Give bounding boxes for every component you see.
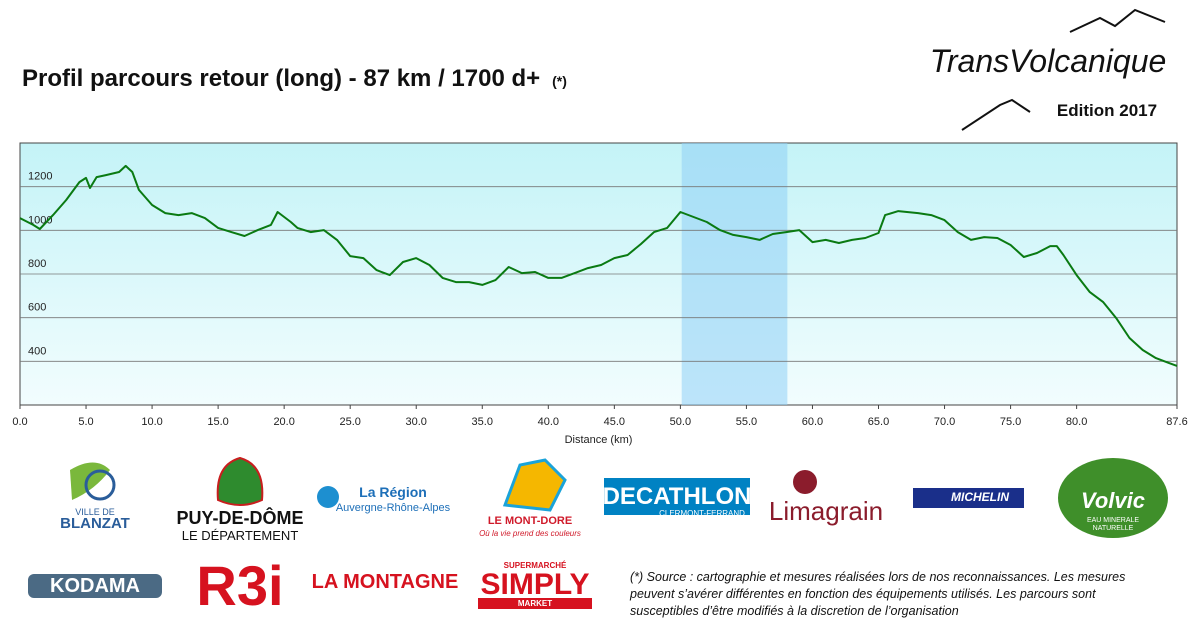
- x-tick-label: 75.0: [1000, 416, 1021, 428]
- x-tick-label: 55.0: [736, 416, 757, 428]
- sponsor-name: PUY-DE-DÔME: [176, 507, 303, 528]
- sponsor-name: Où la vie prend des couleurs: [479, 529, 581, 538]
- logo-shape: [317, 486, 339, 508]
- brand-mountain: [1069, 8, 1166, 33]
- x-tick-label: 87.6: [1166, 416, 1187, 428]
- sponsor-name: La Région: [359, 484, 427, 500]
- x-tick-label: 45.0: [604, 416, 625, 428]
- sponsor-name: SIMPLY: [481, 568, 590, 601]
- x-tick-label: 40.0: [538, 416, 559, 428]
- x-tick-label: 25.0: [339, 416, 360, 428]
- note-marker: (*): [552, 73, 567, 89]
- sponsor-name: Volvic: [1081, 488, 1145, 513]
- x-tick-label: 35.0: [472, 416, 493, 428]
- sponsor-name: Auvergne-Rhône-Alpes: [336, 502, 451, 514]
- sponsor-name: MARKET: [518, 599, 552, 608]
- logo-shape: [1058, 458, 1168, 538]
- logo-shape: [28, 574, 162, 598]
- logo-shape: [84, 469, 116, 501]
- sponsor-name: VILLE DE: [75, 507, 115, 517]
- brand-mountain: [961, 98, 1031, 131]
- sponsor-name: LE DÉPARTEMENT: [182, 528, 299, 543]
- sponsor-name: LA MONTAGNE: [312, 571, 459, 593]
- x-tick-label: 5.0: [78, 416, 93, 428]
- x-tick-label: 70.0: [934, 416, 955, 428]
- logo-shape: [473, 561, 597, 571]
- logo-shape: [216, 456, 264, 506]
- x-axis-label: Distance (km): [565, 434, 633, 446]
- sponsor-name: EAU MINERALE: [1087, 517, 1139, 524]
- x-tick-label: 50.0: [670, 416, 691, 428]
- sponsor-name: R3i: [196, 554, 283, 617]
- logo-shape: [793, 470, 817, 494]
- x-tick-label: 30.0: [406, 416, 427, 428]
- sponsor-name: SUPERMARCHÉ: [504, 561, 567, 570]
- sponsor-name: Limagrain: [769, 496, 883, 526]
- x-tick-label: 65.0: [868, 416, 889, 428]
- sponsor-name: NATURELLE: [1093, 525, 1134, 532]
- footnote: (*) Source : cartographie et mesures réa…: [629, 570, 1125, 618]
- y-tick-label: 1200: [28, 171, 52, 183]
- y-tick-label: 400: [28, 345, 46, 357]
- edition: Edition 2017: [1057, 101, 1157, 120]
- x-tick-label: 0.0: [12, 416, 27, 428]
- y-tick-label: 800: [28, 258, 46, 270]
- title: Profil parcours retour (long) - 87 km / …: [22, 65, 540, 92]
- brand: TransVolcanique: [930, 43, 1167, 79]
- footnote-line: peuvent s’avérer différentes en fonction…: [629, 587, 1096, 601]
- elevation-line: [19, 164, 1178, 367]
- sponsor-name: LE MONT-DORE: [488, 515, 572, 527]
- sponsor-name: BLANZAT: [60, 515, 130, 532]
- sponsor-name: DECATHLON: [603, 483, 752, 510]
- x-tick-label: 10.0: [141, 416, 162, 428]
- x-tick-label: 20.0: [273, 416, 294, 428]
- footnote-line: susceptibles d’être modifiés à la discre…: [630, 604, 959, 618]
- y-tick-label: 600: [28, 302, 46, 314]
- sponsor-name: MICHELIN: [951, 490, 1009, 504]
- logo-shape: [502, 458, 567, 512]
- x-tick-label: 15.0: [207, 416, 228, 428]
- footnote-line: (*) Source : cartographie et mesures réa…: [630, 570, 1125, 584]
- logo-shape: [478, 598, 592, 609]
- sponsor-name: CLERMONT-FERRAND: [659, 509, 745, 518]
- x-tick-label: 60.0: [802, 416, 823, 428]
- x-tick-label: 80.0: [1066, 416, 1087, 428]
- logo-shape: [913, 488, 1024, 508]
- logo-shape: [604, 478, 750, 515]
- sponsor-name: KODAMA: [50, 575, 140, 597]
